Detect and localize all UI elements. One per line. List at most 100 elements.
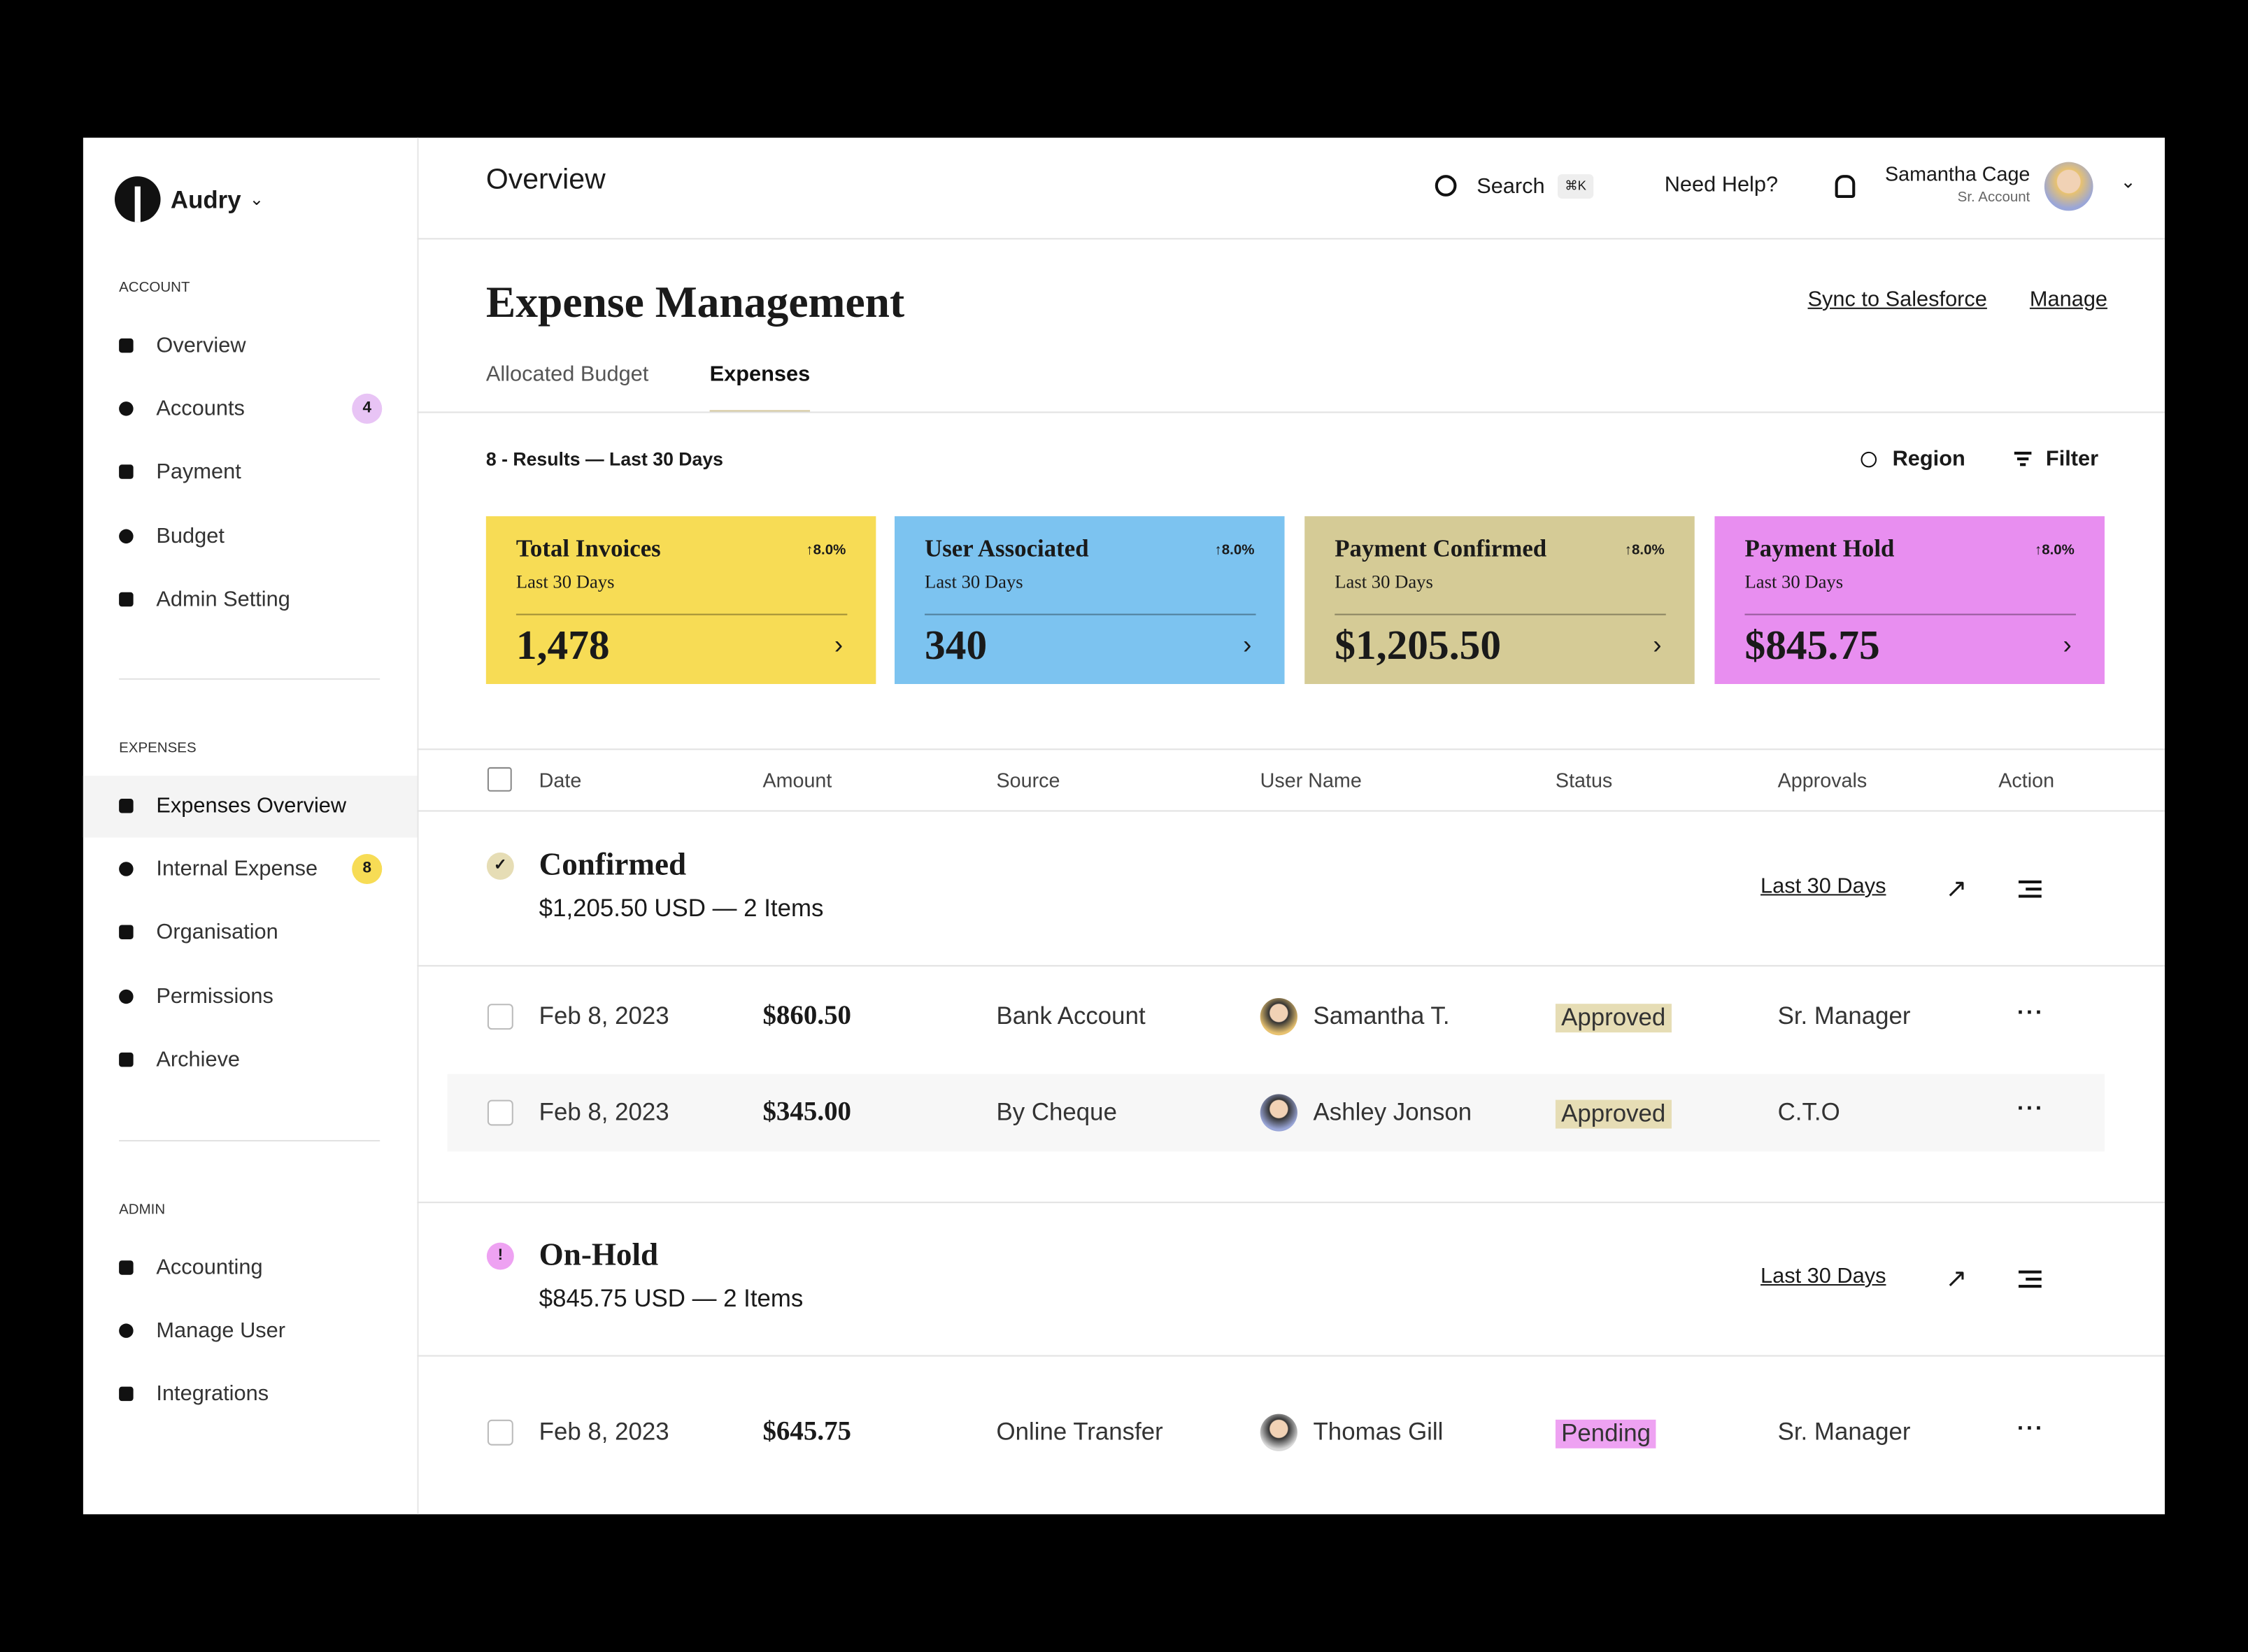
card-arrow: › [834,630,844,660]
nav-item[interactable]: Permissions [156,983,273,1009]
user-avatar [1260,1094,1297,1132]
nav-icon [119,925,134,940]
nav-badge: 8 [352,854,383,885]
row-actions[interactable]: ··· [2016,1097,2044,1122]
cell-user: Samantha T. [1313,1002,1450,1030]
nav-item[interactable]: Organisation [156,920,278,945]
cell-date: Feb 8, 2023 [539,1002,669,1030]
status-badge: Approved [1555,1004,1672,1033]
column-header: Approvals [1777,768,1868,792]
brand-name: Audry [170,186,241,214]
stat-card [485,516,876,684]
help-link[interactable]: Need Help? [1664,173,1779,197]
card-value: $845.75 [1744,622,1880,669]
header-title: Overview [485,164,606,196]
group-period-link[interactable]: Last 30 Days [1760,874,1886,899]
cell-amount: $860.50 [762,1001,852,1032]
cell-approval: C.T.O [1777,1098,1840,1126]
filter-button[interactable]: Filter [2045,446,2099,471]
sort-icon [2018,895,2042,897]
divider [417,964,2165,967]
group-period-link[interactable]: Last 30 Days [1760,1264,1886,1289]
card-divider [1335,613,1666,615]
card-divider [1744,613,2076,615]
nav-icon [119,1052,134,1067]
cell-amount: $345.00 [762,1097,852,1127]
expand-icon[interactable]: ↗ [1945,874,1968,903]
status-badge: Pending [1555,1419,1657,1448]
nav-item[interactable]: Overview [156,333,246,358]
sort-icon [2026,888,2042,890]
divider [119,1139,380,1142]
expand-icon[interactable]: ↗ [1945,1264,1968,1293]
row-actions[interactable]: ··· [2016,1001,2044,1025]
filter-icon [2016,457,2029,460]
card-change: ↑8.0% [1624,543,1665,559]
stat-card [1304,516,1695,684]
divider [417,748,2165,750]
cell-user: Thomas Gill [1313,1418,1444,1446]
card-period: Last 30 Days [515,571,615,592]
user-avatar [2044,162,2093,211]
card-title: Total Invoices [515,534,661,562]
card-change: ↑8.0% [1214,543,1255,559]
nav-icon [119,1387,134,1402]
card-title: Payment Confirmed [1335,534,1547,562]
card-change: ↑8.0% [2034,543,2075,559]
cell-source: Bank Account [996,1002,1146,1030]
column-header: User Name [1260,768,1362,792]
nav-icon [119,528,134,543]
divider [417,411,2165,413]
divider [417,238,2165,240]
nav-icon [119,1323,134,1339]
section-label: ACCOUNT [119,280,190,297]
page-title: Expense Management [485,276,905,327]
group-summary: $1,205.50 USD — 2 Items [539,895,824,923]
nav-item[interactable]: Accounts [156,397,245,422]
nav-item[interactable]: Internal Expense [156,857,318,882]
card-value: 340 [925,622,988,669]
card-value: 1,478 [515,622,610,669]
column-header: Action [1998,768,2055,792]
results-count: 8 - Results — Last 30 Days [485,448,724,470]
nav-icon [119,799,134,813]
link[interactable]: Manage [2029,287,2108,312]
stat-card [895,516,1285,684]
checkbox [487,1004,513,1030]
card-arrow: › [1243,630,1252,660]
chevron: ⌄ [249,189,264,210]
user-menu: ⌄ [2120,170,2136,192]
cell-source: Online Transfer [996,1418,1163,1446]
cell-amount: $645.75 [762,1416,852,1447]
tab[interactable]: Allocated Budget [485,362,649,387]
group-icon: ✓ [486,852,514,880]
checkbox [487,1419,513,1446]
tab[interactable]: Expenses [709,362,811,387]
search-icon [1435,175,1457,197]
active-item-bg [83,776,418,838]
section-label: EXPENSES [119,740,197,757]
link[interactable]: Sync to Salesforce [1807,287,1987,312]
search[interactable]: Search [1477,174,1545,199]
sidebar-border [417,137,419,1515]
divider [417,810,2165,812]
nav-item[interactable]: Expenses Overview [156,793,347,818]
nav-item[interactable]: Archieve [156,1047,241,1072]
card-divider [515,613,848,615]
checkbox [487,1099,513,1126]
bell-icon [1835,175,1856,198]
nav-item[interactable]: Payment [156,460,241,485]
cell-source: By Cheque [996,1098,1117,1126]
region-button[interactable]: Region [1892,446,1965,471]
nav-item[interactable]: Accounting [156,1255,263,1280]
column-header: Status [1555,768,1613,792]
card-arrow: › [2063,630,2072,660]
nav-item[interactable]: Manage User [156,1318,285,1344]
globe-icon [1861,451,1877,468]
nav-item[interactable]: Budget [156,523,225,548]
nav-item[interactable]: Integrations [156,1382,269,1407]
divider [119,678,380,680]
row-actions[interactable]: ··· [2016,1416,2044,1441]
nav-icon [119,1260,134,1275]
nav-item[interactable]: Admin Setting [156,587,290,612]
